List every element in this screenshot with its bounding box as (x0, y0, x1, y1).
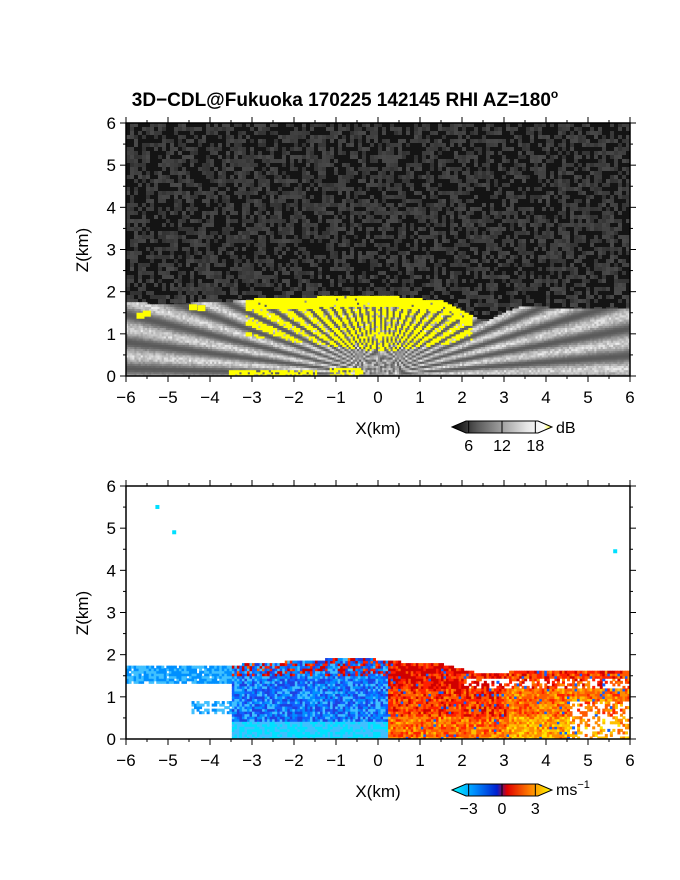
y-tick-label: 0 (107, 730, 116, 749)
y-tick-label: 0 (107, 367, 116, 386)
x-tick-label: −2 (284, 388, 303, 407)
x-tick-label: 2 (457, 388, 466, 407)
x-tick-label: −5 (158, 751, 177, 770)
axes-intensity: −6 −5 −4 −3 −2 −1 0 1 2 3 4 5 6 0 1 2 3 4 5 6 (107, 114, 636, 407)
colorbar-tick-label: 18 (526, 438, 544, 455)
x-tick-label: 1 (415, 751, 424, 770)
y-tick-label: 3 (107, 604, 116, 623)
x-tick-label: 2 (457, 751, 466, 770)
x-tick-label: −4 (200, 388, 219, 407)
y-axis-label-velocity: Z(km) (73, 591, 92, 635)
x-tick-label: 6 (625, 388, 634, 407)
x-tick-label: −1 (326, 751, 345, 770)
y-tick-label: 1 (107, 325, 116, 344)
scatter-point (613, 549, 618, 554)
y-tick-label: 4 (107, 198, 116, 217)
axes-velocity: −6 −5 −4 −3 −2 −1 0 1 2 3 4 5 6 0 1 2 3 4 5 6 (107, 477, 636, 770)
x-tick-label: 0 (373, 751, 382, 770)
x-tick-label: −1 (326, 388, 345, 407)
x-tick-label: −3 (242, 388, 261, 407)
colorbar-tick-label: 6 (464, 438, 473, 455)
x-axis-label-velocity: X(km) (355, 782, 400, 801)
y-tick-label: 4 (107, 561, 116, 580)
colorbar-velocity: −3 0 3 ms−1 (450, 779, 590, 818)
x-tick-label: 3 (499, 751, 508, 770)
x-axis-label-intensity: X(km) (355, 419, 400, 438)
y-tick-label: 3 (107, 241, 116, 260)
y-tick-label: 5 (107, 519, 116, 538)
colorbar-tick-label: −3 (460, 801, 478, 818)
x-tick-label: −5 (158, 388, 177, 407)
colorbar-tick-label: 3 (531, 801, 540, 818)
x-tick-label: 6 (625, 751, 634, 770)
colorbar-ticks-velocity: −3 0 3 (460, 784, 540, 818)
panel-velocity: −6 −5 −4 −3 −2 −1 0 1 2 3 4 5 6 0 1 2 3 4 5 6 X(km) Z(km) −… (73, 477, 636, 818)
scatter-point (172, 530, 177, 535)
x-tick-label: 5 (583, 751, 592, 770)
y-tick-label: 2 (107, 646, 116, 665)
x-tick-label: 0 (373, 388, 382, 407)
x-tick-label: −3 (242, 751, 261, 770)
colorbar-unit-intensity: dB (556, 420, 576, 437)
y-axis-label-intensity: Z(km) (73, 228, 92, 272)
echo-region (126, 295, 630, 376)
x-tick-label: 4 (541, 751, 550, 770)
x-tick-label: −6 (116, 751, 135, 770)
y-tick-label: 1 (107, 688, 116, 707)
x-tick-label: 5 (583, 388, 592, 407)
x-tick-label: 4 (541, 388, 550, 407)
colorbar-tick-label: 12 (493, 438, 511, 455)
scatter-point (155, 504, 160, 509)
chart-title: 3D−CDL@Fukuoka 170225 142145 RHI AZ=180o (132, 87, 559, 111)
x-tick-label: −6 (116, 388, 135, 407)
y-tick-label: 6 (107, 477, 116, 496)
y-tick-label: 2 (107, 283, 116, 302)
x-tick-label: 3 (499, 388, 508, 407)
y-tick-label: 5 (107, 156, 116, 175)
colorbar-unit-velocity: ms−1 (556, 779, 590, 799)
y-tick-label: 6 (107, 114, 116, 133)
velocity-field (126, 504, 630, 739)
x-tick-label: 1 (415, 388, 424, 407)
x-tick-label: −4 (200, 751, 219, 770)
colorbar-tick-label: 0 (498, 801, 507, 818)
x-tick-label: −2 (284, 751, 303, 770)
colorbar-intensity: 6 12 18 dB (450, 420, 576, 455)
colorbar-ticks-intensity: 6 12 18 (464, 421, 544, 455)
